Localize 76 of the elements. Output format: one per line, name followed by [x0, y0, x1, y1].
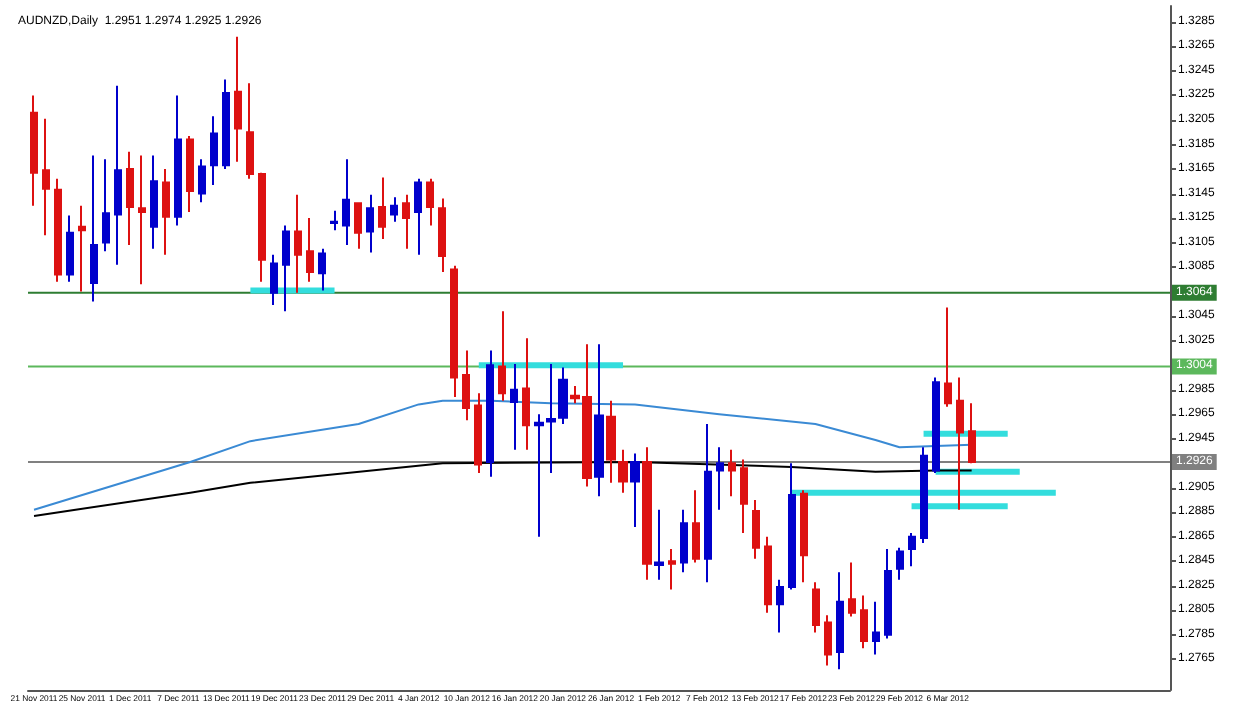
candlestick [522, 337, 530, 451]
candlestick [102, 158, 110, 253]
candlestick [114, 84, 122, 266]
candlestick [390, 196, 398, 223]
candlestick [486, 349, 494, 478]
candlestick [138, 154, 146, 286]
candlestick [234, 35, 242, 163]
candlestick [30, 94, 38, 207]
candlestick [642, 446, 652, 581]
candlestick [66, 214, 74, 283]
candlestick [186, 134, 194, 213]
candlestick [908, 532, 916, 568]
candlestick [174, 94, 182, 227]
candlestick [654, 508, 664, 581]
candlestick [618, 448, 628, 494]
candlestick [740, 458, 748, 535]
candlestick [920, 446, 928, 544]
candlestick [474, 392, 482, 475]
candlestick [848, 561, 856, 618]
candlestick [498, 310, 506, 402]
candlestick [294, 193, 302, 294]
candlestick [956, 376, 964, 511]
candlestick [704, 423, 712, 584]
candlestick [78, 204, 86, 293]
candlestick [198, 158, 206, 204]
line-series [33, 461, 973, 517]
candlestick [126, 150, 134, 247]
candlestick [42, 117, 50, 237]
candlestick [776, 578, 784, 634]
candlestick [222, 78, 230, 171]
candlestick [438, 197, 446, 273]
candlestick [426, 177, 434, 227]
candlestick [54, 177, 62, 283]
candlestick [402, 193, 410, 250]
candlestick [716, 446, 724, 511]
candlestick [462, 349, 470, 422]
candlestick [752, 499, 760, 560]
candlestick [366, 193, 374, 254]
candlestick [788, 462, 796, 591]
candlestick [162, 168, 170, 256]
candlestick [932, 376, 940, 475]
candlestick [668, 548, 676, 591]
candlestick [510, 362, 518, 451]
candlestick [860, 594, 868, 650]
candlestick [210, 115, 218, 186]
candlestick [378, 176, 386, 240]
candlestick [330, 209, 338, 232]
candlestick [812, 581, 820, 634]
candlestick [150, 154, 158, 250]
candlestick [318, 247, 326, 292]
candlestick [414, 177, 422, 256]
candlestick [282, 224, 290, 313]
candlestick [606, 399, 616, 484]
candlestick [258, 171, 266, 283]
candlestick [764, 535, 772, 614]
candlestick [630, 452, 640, 528]
candlestick [824, 614, 832, 667]
candlestick [800, 489, 808, 584]
candlestick [354, 201, 362, 250]
candlestick [680, 508, 688, 574]
candlestick [270, 253, 278, 307]
candlestick [872, 600, 880, 656]
candlestick [450, 264, 458, 399]
candlestick [728, 448, 736, 498]
candlestick [342, 158, 350, 247]
candlestick [594, 343, 604, 498]
candlestick [836, 571, 844, 671]
candlestick [90, 154, 98, 303]
line-series [33, 399, 973, 511]
candlestick [884, 548, 892, 640]
candlestick [944, 306, 952, 408]
candlestick [968, 402, 976, 465]
candlestick [306, 217, 314, 283]
candlestick [692, 489, 700, 564]
candlestick [896, 546, 904, 581]
candlestick [246, 82, 254, 180]
